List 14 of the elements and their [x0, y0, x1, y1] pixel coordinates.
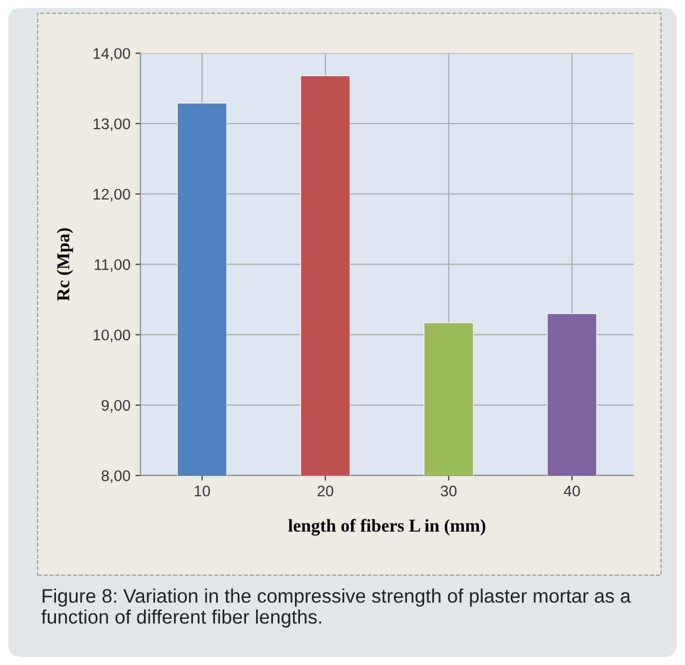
- y-axis-title: Rc (Mpa): [56, 228, 74, 301]
- x-tick-label: 20: [318, 486, 334, 496]
- y-tick-label: 10,00: [94, 330, 130, 342]
- y-tick-label: 12,00: [94, 188, 130, 202]
- x-tick-label: 10: [194, 486, 210, 496]
- x-axis-title: length of fibers L in (mm): [288, 518, 486, 536]
- y-tick-label: 8,00: [102, 470, 130, 483]
- y-tick-label: 9,00: [102, 400, 130, 413]
- y-tick-label: 14,00: [94, 48, 130, 61]
- y-tick-label: 11,00: [94, 259, 130, 272]
- x-tick-label: 30: [440, 486, 457, 496]
- caption: Figure 8: Variation in the compressive strength of plaster mortar as a function of different fiber lengths.: [41, 588, 631, 628]
- y-tick-label: 13,00: [94, 118, 130, 132]
- x-tick-label: 40: [564, 486, 580, 496]
